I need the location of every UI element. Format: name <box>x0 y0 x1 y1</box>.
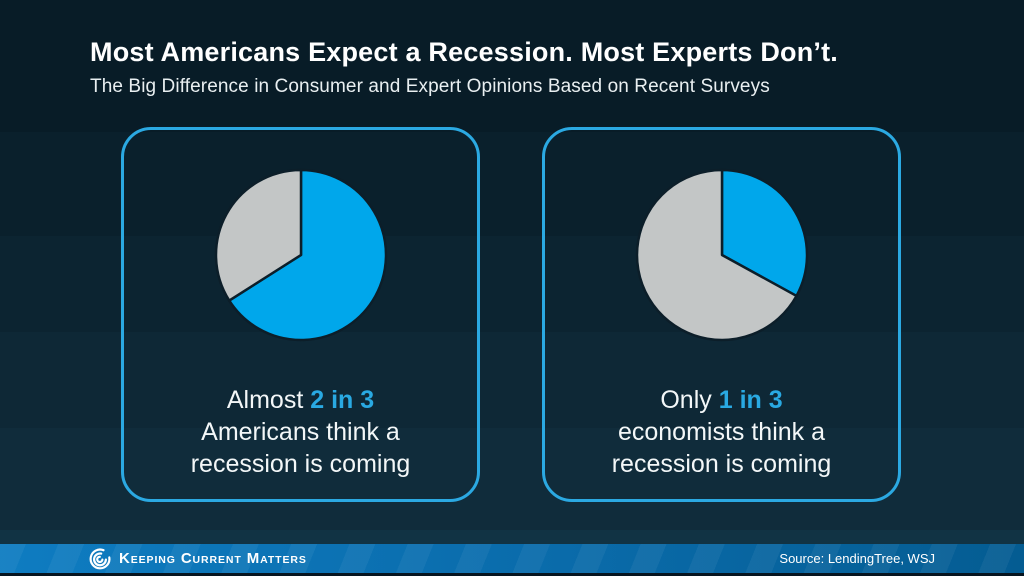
consumers-card: Almost 2 in 3 Americans think a recessio… <box>121 127 480 502</box>
consumers-pie-chart <box>212 166 390 344</box>
page-title: Most Americans Expect a Recession. Most … <box>90 37 839 67</box>
brand-word-3: Matters <box>246 549 307 567</box>
brand-name: Keeping Current Matters <box>119 550 312 568</box>
page-subtitle: The Big Difference in Consumer and Exper… <box>90 76 770 98</box>
consumers-ratio: 2 in 3 <box>310 386 375 414</box>
economists-card: Only 1 in 3 economists think a recession… <box>542 127 901 502</box>
pie-slice <box>720 168 808 298</box>
economists-caption: Only 1 in 3 economists think a recession… <box>612 384 832 480</box>
economists-caption-line2: economists think a <box>617 418 826 446</box>
economists-caption-prefix: Only <box>660 386 712 414</box>
footer-bar: Keeping Current Matters Source: LendingTre… <box>0 544 1024 573</box>
brand: Keeping Current Matters <box>88 547 312 571</box>
economists-caption-line3: recession is coming <box>611 450 832 478</box>
kcm-swirl-logo-icon <box>89 547 111 569</box>
consumers-caption-line3: recession is coming <box>190 450 411 478</box>
brand-word-1: Keeping <box>119 549 176 567</box>
pie-slice <box>214 168 302 302</box>
brand-word-2: Current <box>180 549 242 567</box>
source-credit: Source: LendingTree, WSJ <box>779 551 935 566</box>
header: Most Americans Expect a Recession. Most … <box>90 36 990 98</box>
consumers-caption: Almost 2 in 3 Americans think a recessio… <box>191 384 411 480</box>
consumers-caption-line2: Americans think a <box>201 418 400 446</box>
economists-ratio: 1 in 3 <box>718 386 783 414</box>
pie-slice <box>635 168 798 342</box>
economists-pie-svg <box>635 168 808 342</box>
economists-pie-chart <box>633 166 811 344</box>
consumers-pie-svg <box>214 168 387 342</box>
consumers-caption-prefix: Almost <box>226 386 304 414</box>
pie-slice <box>227 168 387 342</box>
